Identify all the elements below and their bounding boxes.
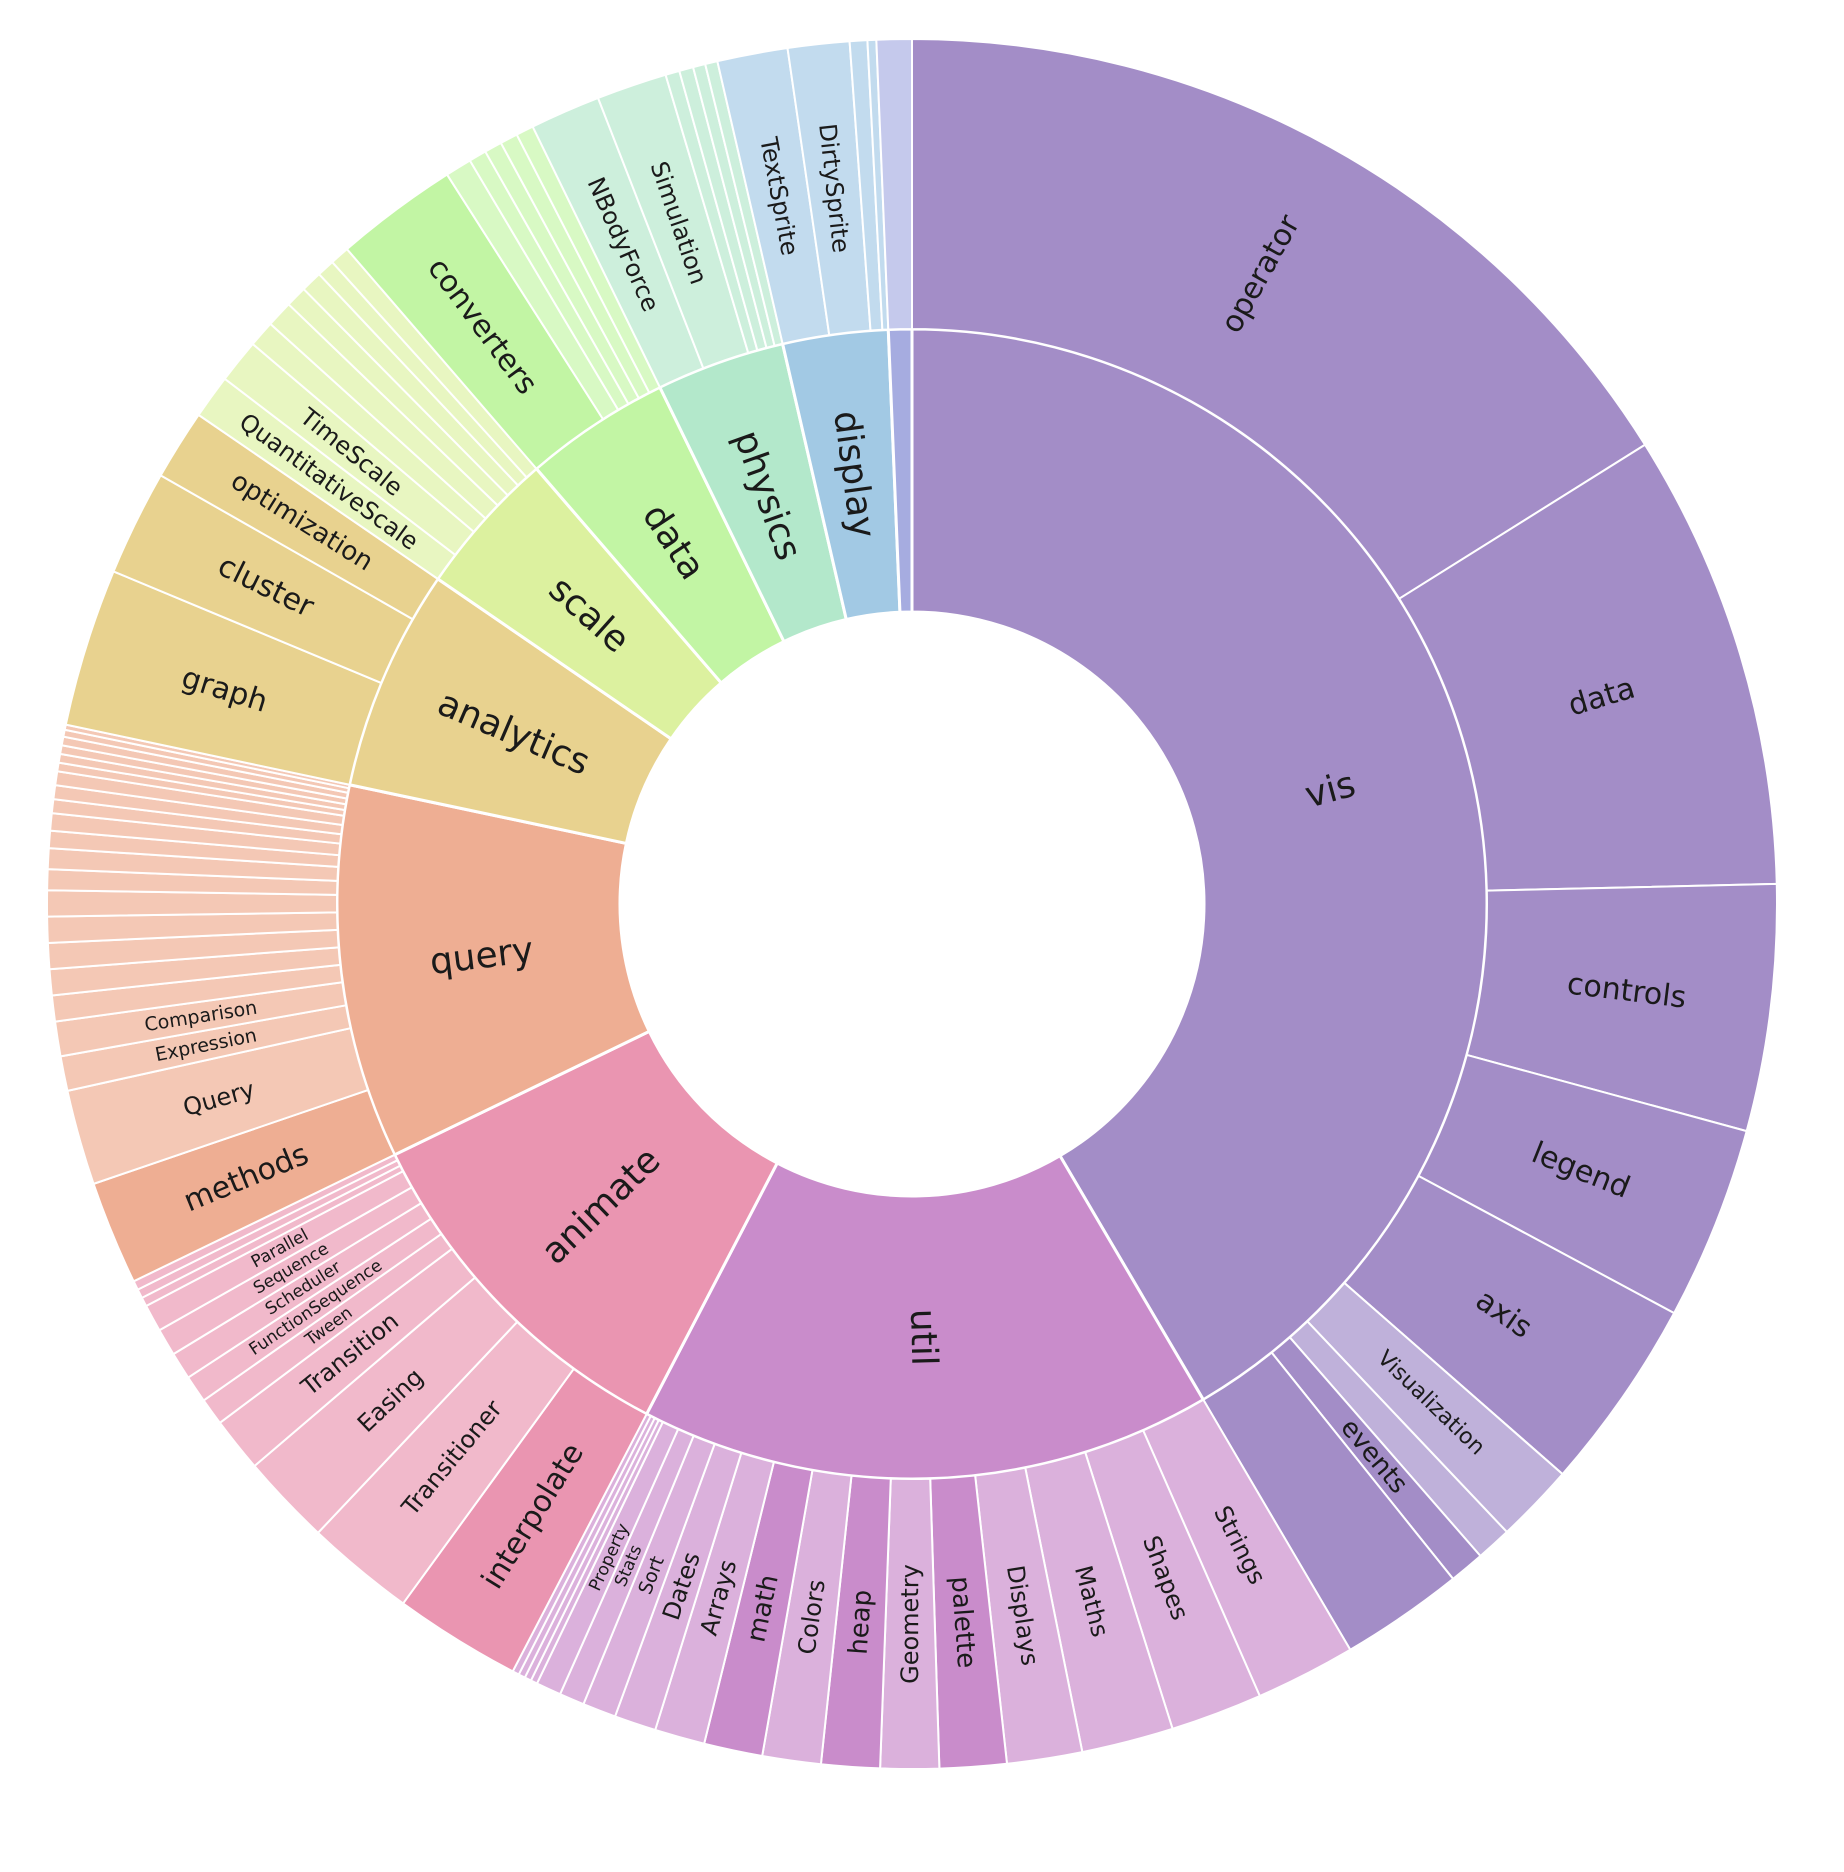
module-arc-operator-0-0 [911, 38, 1647, 600]
module-label-geometry: Geometry [896, 1564, 924, 1684]
module-label-heap: heap [844, 1589, 879, 1656]
inner-ring [335, 327, 1489, 1481]
module-label-palette: palette [945, 1575, 981, 1669]
package-label-util: util [902, 1308, 944, 1366]
outer-ring [46, 38, 1778, 1770]
module-arc-unlabeled-9-0 [875, 38, 913, 331]
